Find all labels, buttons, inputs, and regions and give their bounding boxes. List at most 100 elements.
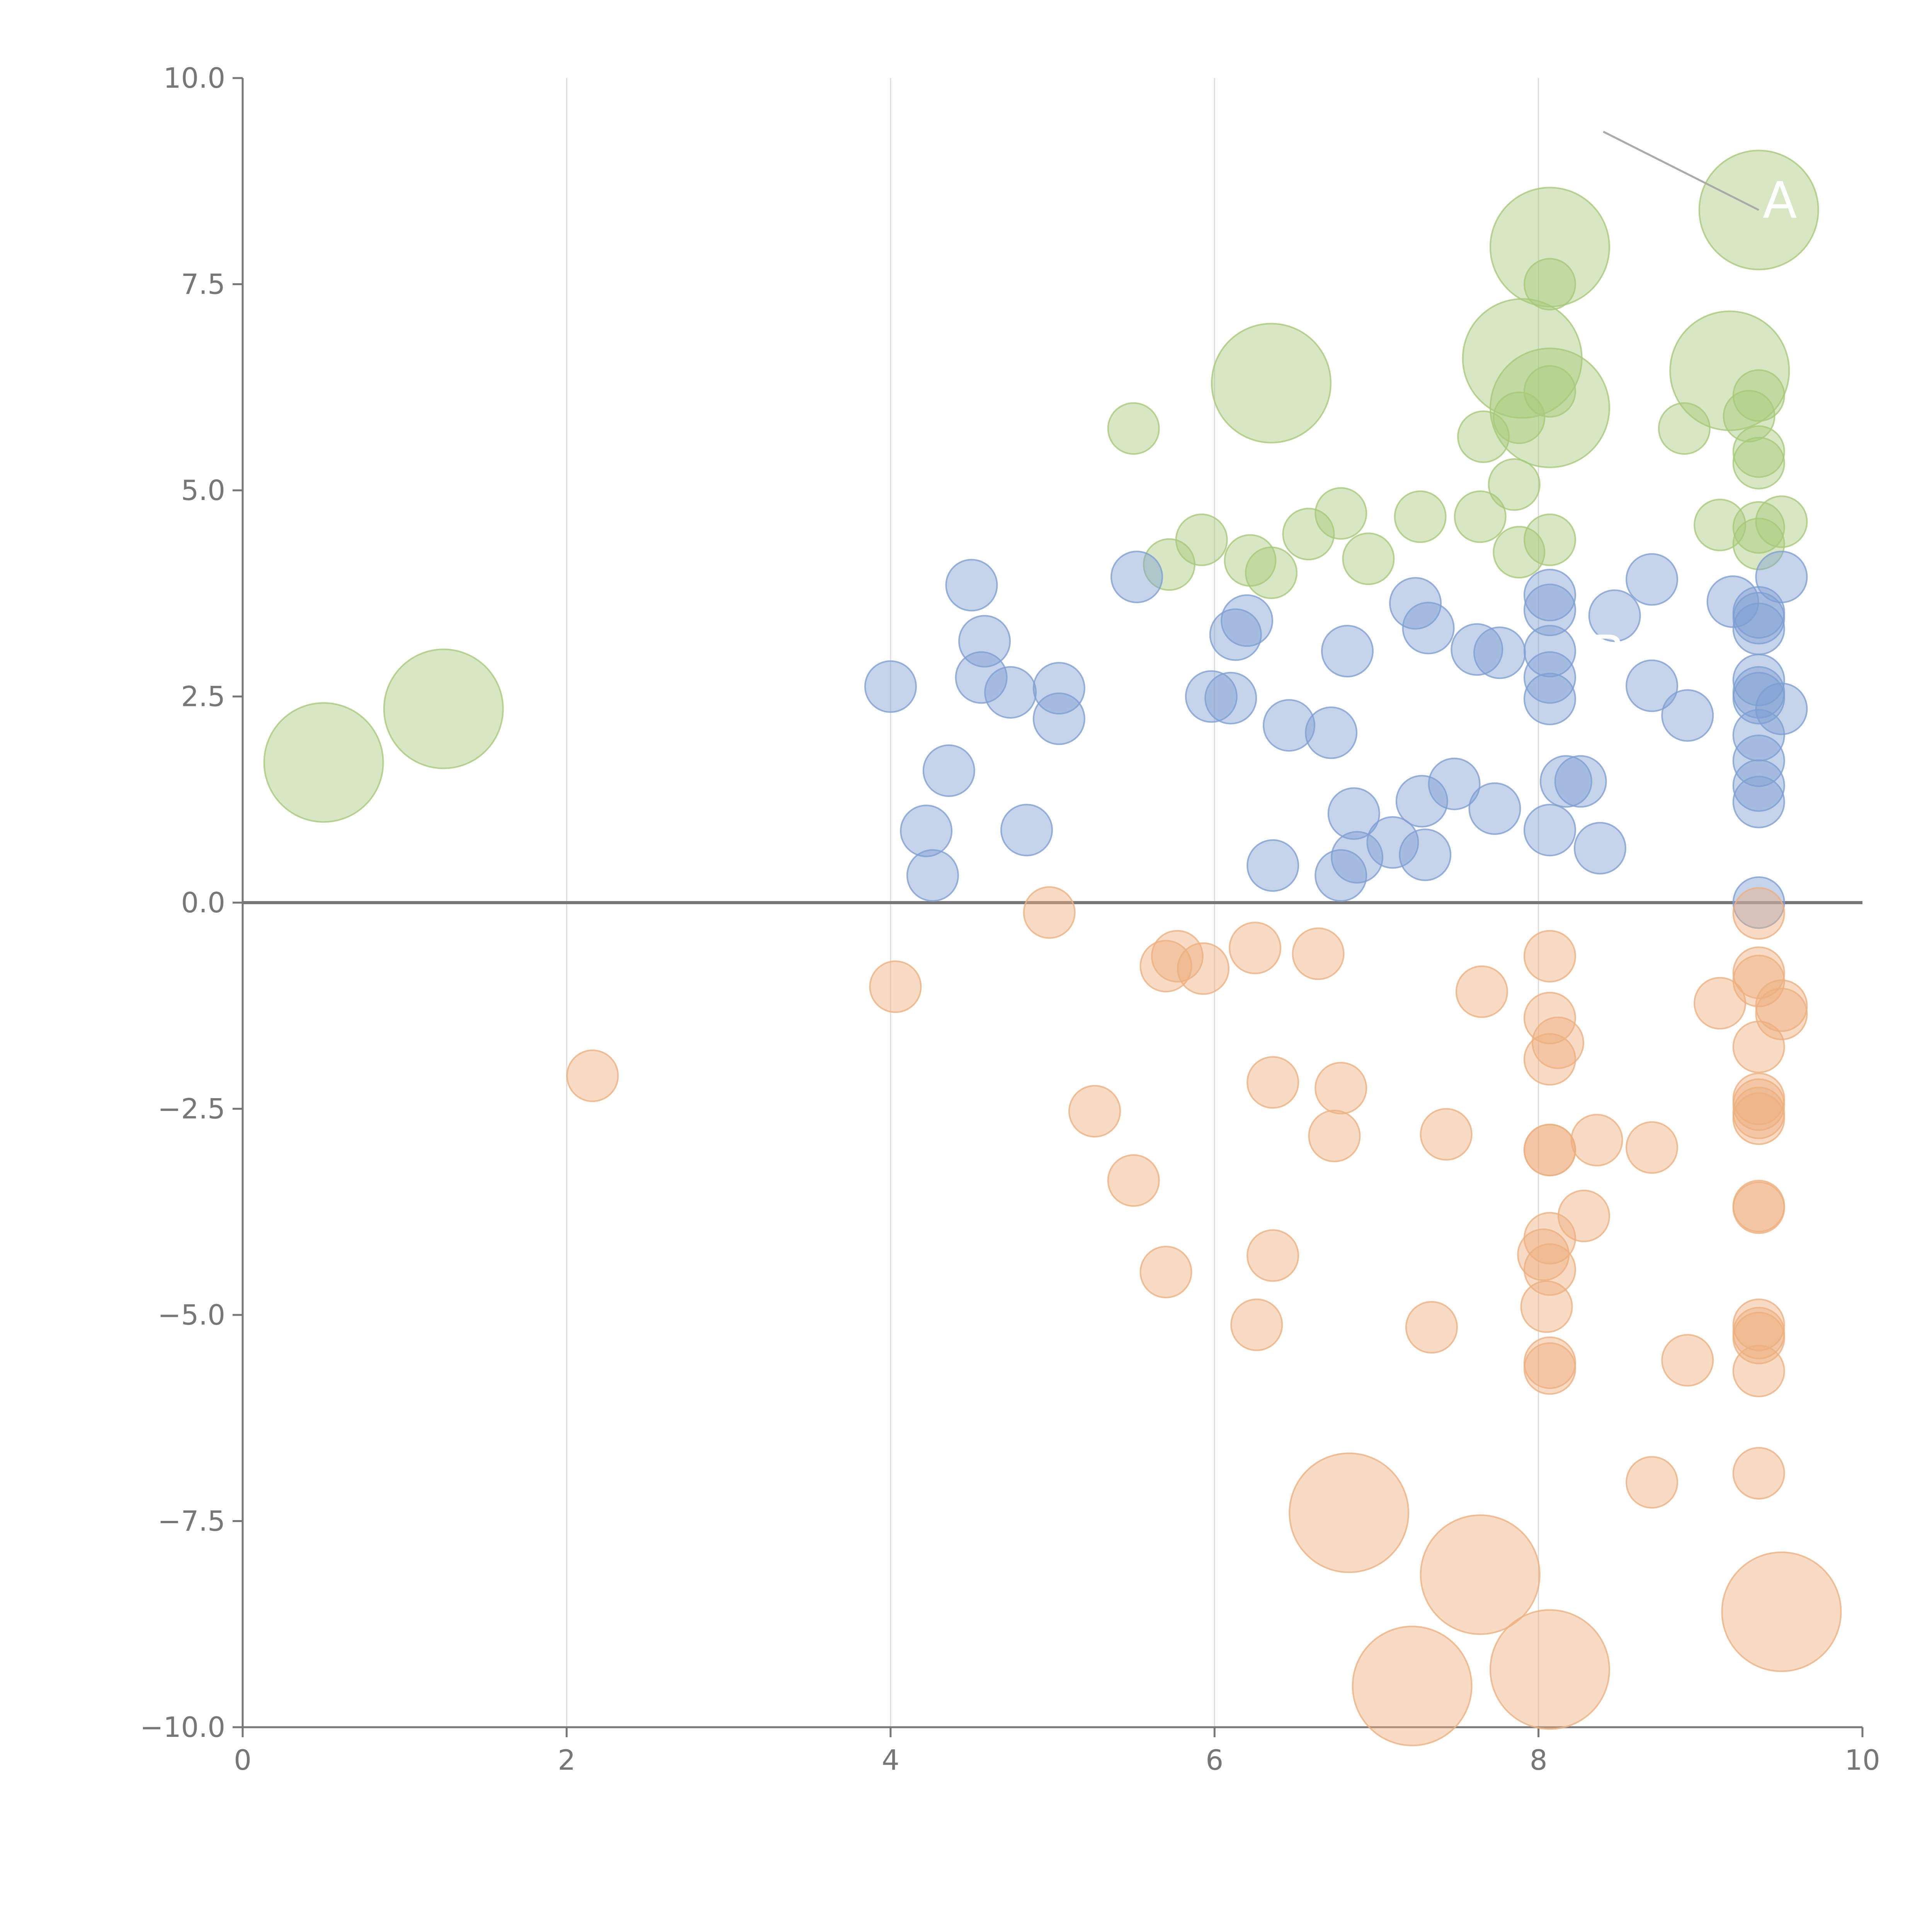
data-point — [1732, 1298, 1785, 1351]
data-point — [1211, 323, 1332, 444]
data-point — [1389, 577, 1442, 630]
data-point — [1732, 369, 1785, 422]
data-point — [1523, 651, 1576, 704]
data-point — [1451, 623, 1503, 676]
data-point — [1221, 594, 1274, 647]
data-point — [1000, 804, 1053, 857]
data-point — [1032, 662, 1085, 715]
data-point — [1570, 1114, 1623, 1167]
data-point — [1755, 682, 1808, 735]
data-point — [1732, 592, 1785, 645]
data-point — [1531, 1016, 1584, 1069]
data-point — [1523, 1212, 1576, 1265]
data-point — [1473, 626, 1526, 679]
data-point — [1230, 1298, 1283, 1351]
data-point — [1755, 988, 1808, 1041]
data-point — [1557, 1189, 1610, 1242]
data-point — [566, 1049, 619, 1102]
data-point — [1204, 672, 1257, 724]
data-point — [1151, 930, 1204, 983]
annotations: AB — [1591, 131, 1797, 683]
data-point — [869, 960, 922, 1013]
data-point — [1315, 487, 1367, 540]
data-point — [1457, 410, 1510, 463]
data-point — [1245, 546, 1298, 599]
data-point — [1263, 699, 1316, 752]
data-point — [1732, 946, 1785, 999]
data-point — [1523, 804, 1576, 857]
data-point — [383, 648, 504, 769]
x-tick-label: 2 — [558, 1744, 575, 1776]
data-point — [1352, 1626, 1473, 1747]
data-point — [1107, 402, 1160, 455]
data-point — [1755, 551, 1808, 604]
y-tick-label: −7.5 — [158, 1505, 225, 1537]
y-tick-label: 0.0 — [181, 886, 225, 919]
data-point — [1489, 347, 1610, 468]
data-point — [1755, 979, 1808, 1032]
data-point — [1321, 625, 1374, 678]
data-point — [1523, 583, 1576, 636]
data-point — [1308, 1109, 1361, 1162]
data-point — [1694, 498, 1747, 551]
data-point — [1247, 1056, 1299, 1109]
y-tick-label: −2.5 — [158, 1093, 225, 1125]
data-point — [1539, 755, 1592, 808]
data-point — [1732, 1020, 1785, 1073]
data-point — [1523, 672, 1576, 725]
data-point — [1289, 1452, 1410, 1573]
data-point — [1523, 625, 1576, 678]
data-point — [945, 559, 998, 612]
data-point — [1732, 517, 1785, 570]
data-point — [1493, 526, 1546, 579]
data-point — [1523, 930, 1576, 983]
data-point — [1573, 822, 1626, 875]
data-point — [1732, 776, 1785, 828]
data-point — [1523, 1124, 1576, 1177]
data-point — [1399, 828, 1452, 881]
annotation-label: A — [1763, 171, 1797, 230]
data-point — [1661, 1334, 1714, 1387]
data-point — [864, 660, 917, 713]
data-point — [1185, 670, 1238, 723]
x-tick-label: 0 — [234, 1744, 252, 1776]
axes — [233, 77, 1864, 1737]
data-point — [900, 804, 953, 857]
data-point — [1721, 1551, 1842, 1672]
data-point — [1489, 1609, 1610, 1730]
data-point — [1366, 816, 1419, 869]
data-point — [263, 702, 384, 823]
data-point — [1315, 849, 1367, 902]
data-point — [1626, 553, 1679, 606]
data-point — [1732, 1078, 1785, 1131]
data-point — [1331, 831, 1384, 884]
x-tick-label: 6 — [1206, 1744, 1223, 1776]
data-point — [1523, 1243, 1576, 1296]
data-point — [1032, 692, 1085, 745]
data-point — [1732, 653, 1785, 706]
data-point — [1468, 782, 1521, 835]
y-tick-label: 5.0 — [181, 474, 225, 507]
data-point — [1209, 608, 1262, 661]
data-point — [1305, 706, 1358, 759]
data-point — [1454, 490, 1507, 543]
data-point — [1732, 602, 1785, 655]
data-point — [1488, 458, 1541, 511]
data-point — [1177, 942, 1230, 995]
data-point — [1626, 659, 1679, 712]
x-tick-label: 10 — [1845, 1744, 1880, 1776]
data-point — [1755, 495, 1808, 548]
data-point — [1068, 1085, 1121, 1138]
data-point — [1732, 425, 1785, 478]
data-point — [922, 744, 975, 797]
data-point — [1732, 759, 1785, 812]
y-tick-label: −10.0 — [140, 1711, 225, 1743]
data-point — [1523, 1342, 1576, 1395]
data-point — [1732, 1092, 1785, 1145]
data-point — [1523, 1033, 1576, 1086]
data-point — [1247, 839, 1299, 892]
data-point — [1023, 886, 1076, 939]
data-point — [1327, 787, 1380, 840]
data-point — [1428, 757, 1481, 810]
data-point — [1626, 1121, 1679, 1174]
